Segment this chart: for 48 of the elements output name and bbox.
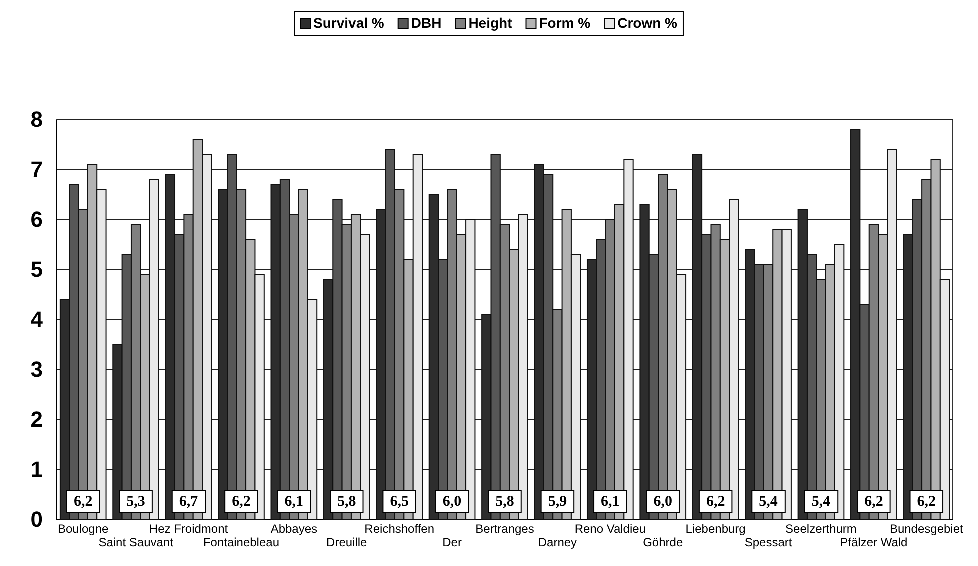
annotation: 5,3 (126, 494, 146, 510)
x-tick-label: Abbayes (270, 522, 318, 536)
annotation: 5,9 (548, 494, 568, 510)
legend-label: Crown % (618, 15, 678, 31)
legend-label: Form % (539, 15, 592, 31)
x-tick-label: Saint Sauvant (98, 535, 174, 550)
y-tick-label: 2 (30, 407, 43, 432)
annotation: 6,5 (390, 494, 409, 510)
annotation: 6,2 (706, 494, 726, 510)
annotation: 5,4 (812, 494, 832, 510)
x-tick-label: Bertranges (476, 522, 534, 536)
legend-label: Height (468, 15, 513, 31)
x-tick-label: Darney (538, 535, 578, 550)
x-tick-label: Seelzerthurm (786, 522, 857, 536)
x-tick-label: Spessart (744, 535, 793, 550)
annotation: 6,2 (917, 494, 936, 510)
annotation: 6,2 (864, 494, 884, 510)
y-tick-label: 3 (30, 357, 43, 382)
x-tick-label: Reichshoffen (364, 522, 434, 536)
annotation: 6,1 (601, 494, 620, 510)
y-tick-label: 7 (30, 157, 43, 182)
legend-label: Survival % (314, 15, 385, 31)
annotation: 6,2 (74, 494, 93, 510)
annotation: 6,1 (284, 494, 304, 510)
annotation: 6,0 (442, 494, 462, 510)
x-tick-label: Dreuille (326, 535, 368, 550)
x-tick-label: Göhrde (643, 535, 684, 550)
y-tick-label: 6 (30, 207, 43, 232)
legend-label: DBH (411, 15, 442, 31)
x-tick-label: Boulogne (58, 522, 110, 536)
y-tick-label: 0 (30, 507, 43, 532)
annotation: 6,7 (179, 494, 199, 510)
x-tick-label: Bundesgebiet (890, 522, 964, 536)
annotation: 5,8 (338, 494, 356, 510)
x-tick-label: Pfälzer Wald (840, 535, 908, 550)
y-tick-label: 8 (30, 107, 43, 132)
y-tick-label: 4 (30, 307, 44, 332)
y-tick-label: 5 (30, 257, 43, 282)
annotation: 5,8 (496, 494, 514, 510)
x-tick-label: Der (442, 535, 462, 550)
annotation: 5,4 (759, 494, 778, 510)
x-tick-label: Liebenburg (686, 522, 746, 536)
y-tick-label: 1 (30, 457, 43, 482)
x-tick-label: Hez Froidmont (149, 522, 229, 536)
annotation: 6,2 (232, 494, 251, 510)
x-tick-label: Fontainebleau (203, 535, 280, 550)
annotation: 6,0 (654, 494, 672, 510)
x-tick-label: Reno Valdieu (574, 522, 646, 536)
